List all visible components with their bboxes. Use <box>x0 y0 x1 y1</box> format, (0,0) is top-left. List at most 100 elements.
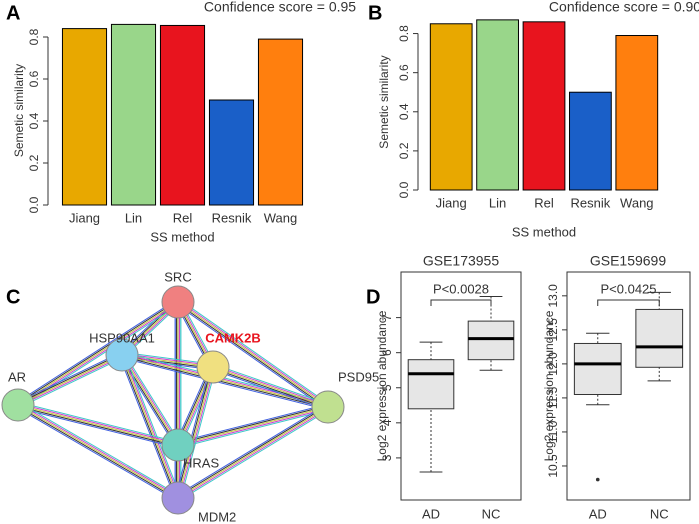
network-edge <box>213 365 329 407</box>
network-edge <box>213 363 330 405</box>
bar <box>257 38 304 206</box>
bar <box>61 28 108 206</box>
network-edge <box>174 366 211 498</box>
y-tick-label: 0.2 <box>27 154 41 171</box>
network-edge <box>16 406 177 501</box>
network-edge <box>121 355 328 409</box>
network-edge <box>177 301 329 408</box>
y-tick-label: 4 <box>380 419 394 426</box>
box <box>407 359 455 410</box>
network-edge <box>16 352 122 403</box>
y-tick-label: 12.0 <box>546 352 560 376</box>
x-tick-label: Lin <box>125 210 142 225</box>
bracket <box>430 299 492 306</box>
panel-label: A <box>6 2 20 24</box>
x-tick-label: NC <box>650 506 669 521</box>
network-edge <box>17 301 179 406</box>
y-tick-label: 0.4 <box>27 112 41 129</box>
node-label: SRC <box>164 269 191 284</box>
network-edge <box>121 354 179 499</box>
network-edge <box>180 367 217 499</box>
network-edge <box>18 302 180 407</box>
x-tick-label: Lin <box>489 195 506 210</box>
x-axis-label: SS method <box>150 229 214 244</box>
y-tick-label: 7 <box>380 314 394 321</box>
y-tick-label: 11.0 <box>546 420 560 443</box>
network-edge <box>178 409 329 449</box>
network-edge <box>177 403 328 443</box>
network-edge <box>179 408 330 501</box>
network-edge <box>17 353 122 405</box>
y-tick-label: 3 <box>380 454 394 461</box>
bar <box>429 23 473 191</box>
network-edge <box>177 405 328 445</box>
network-edge <box>19 303 180 408</box>
y-tick-label: 0.8 <box>27 28 41 45</box>
y-tick-label: 13.0 <box>546 284 560 308</box>
panel-label: C <box>6 286 20 308</box>
y-tick-label: 5 <box>380 384 394 391</box>
bar <box>208 99 255 206</box>
network-edge <box>17 405 178 447</box>
x-tick-label: Rel <box>534 195 554 210</box>
chart-title: Confidence score = 0.90 <box>549 0 699 15</box>
y-axis-label: Semetic similarity <box>377 55 391 148</box>
node-label: AR <box>8 369 26 384</box>
x-tick-label: Wang <box>620 195 653 210</box>
y-tick-label: 0.6 <box>397 64 411 81</box>
network-edge <box>19 402 180 497</box>
network-edge <box>123 353 181 444</box>
y-axis-label: Semetic similarity <box>12 64 26 157</box>
outlier <box>595 477 600 482</box>
node-label: HRAS <box>183 455 219 470</box>
y-tick-label: 10.5 <box>546 454 560 478</box>
bracket <box>597 299 660 306</box>
network-edge <box>177 405 328 498</box>
node-label: CAMK2B <box>205 330 261 345</box>
y-tick-label: 11.5 <box>546 386 560 409</box>
network-edge <box>176 302 328 409</box>
network-edge <box>212 367 328 409</box>
network-edge <box>122 354 180 498</box>
x-axis-label: SS method <box>512 224 576 239</box>
x-tick-label: Resnik <box>212 210 252 225</box>
plot-frame <box>400 271 522 501</box>
network-edge <box>177 406 329 499</box>
network-edge <box>178 367 215 499</box>
x-tick-label: AD <box>422 506 440 521</box>
box <box>467 320 515 361</box>
x-tick-label: Rel <box>173 210 193 225</box>
network-edge <box>17 404 179 446</box>
chart-title: Confidence score = 0.95 <box>204 0 356 15</box>
network-edge <box>121 357 328 411</box>
x-tick-label: Jiang <box>436 195 467 210</box>
network-edge <box>178 300 330 407</box>
network-node <box>105 338 139 372</box>
y-tick-label: 0.6 <box>27 70 41 87</box>
x-tick-label: NC <box>482 506 501 521</box>
bar <box>522 21 566 191</box>
network-edge <box>177 406 329 446</box>
network-edge <box>124 353 182 498</box>
network-edge <box>211 369 328 411</box>
network-node <box>311 390 345 424</box>
plot-frame <box>566 271 691 501</box>
y-tick-label: 0.4 <box>397 103 411 120</box>
box <box>635 308 684 368</box>
panel-label: D <box>366 286 380 308</box>
x-tick-label: Resnik <box>571 195 611 210</box>
bar <box>615 35 659 191</box>
network-edge <box>176 404 327 497</box>
bar <box>476 19 519 191</box>
network-edge <box>176 366 213 498</box>
network-edge <box>18 401 179 443</box>
box <box>573 342 622 396</box>
y-axis-label: Log2 expression abundance <box>542 310 556 461</box>
network-edge <box>178 407 329 447</box>
chart-title: GSE159699 <box>590 253 666 269</box>
network-node <box>196 350 230 384</box>
network-edge <box>17 354 123 406</box>
network-node <box>161 428 195 462</box>
network-edge <box>17 405 178 500</box>
